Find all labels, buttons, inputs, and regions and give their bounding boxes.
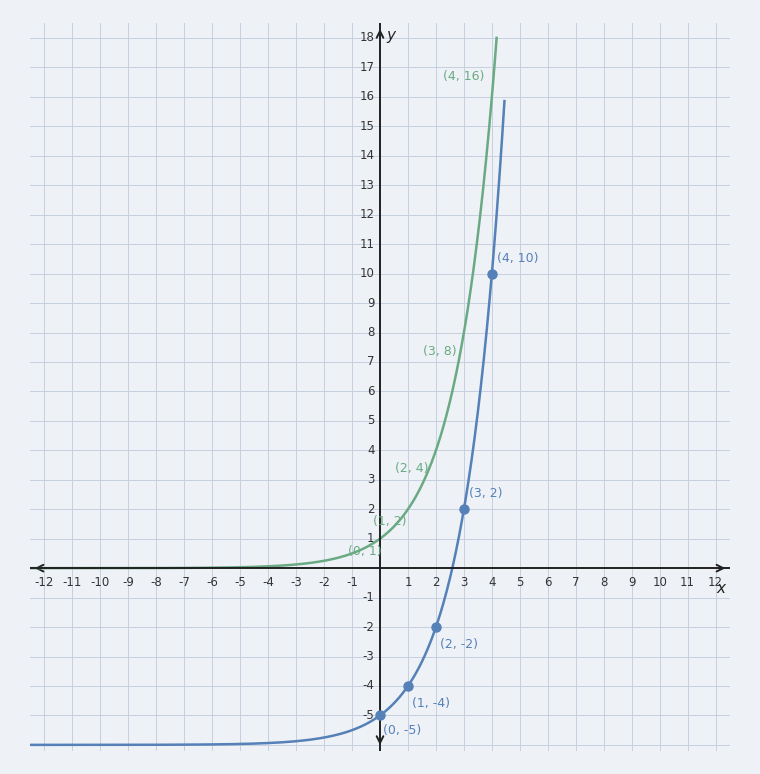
Text: 12: 12 [359,208,375,221]
Text: 2: 2 [432,576,440,588]
Text: 11: 11 [359,238,375,251]
Text: -6: -6 [206,576,218,588]
Text: -7: -7 [179,576,190,588]
Text: 7: 7 [572,576,580,588]
Text: 5: 5 [367,414,375,427]
Text: 1: 1 [404,576,412,588]
Text: -2: -2 [363,621,375,634]
Text: 4: 4 [488,576,496,588]
Text: 9: 9 [628,576,635,588]
Text: 13: 13 [359,179,375,192]
Text: (0, -5): (0, -5) [383,724,422,737]
Text: (3, 2): (3, 2) [469,488,502,501]
Text: (2, 4): (2, 4) [395,461,429,474]
Text: 10: 10 [359,267,375,280]
Text: 15: 15 [359,120,375,133]
Text: 12: 12 [708,576,723,588]
Text: -3: -3 [363,650,375,663]
Text: 9: 9 [367,296,375,310]
Text: 10: 10 [652,576,667,588]
Text: -4: -4 [262,576,274,588]
Text: -11: -11 [62,576,82,588]
Text: -2: -2 [318,576,330,588]
Text: -1: -1 [363,591,375,604]
Text: -9: -9 [122,576,135,588]
Text: 17: 17 [359,61,375,74]
Text: 8: 8 [367,326,375,339]
Text: 1: 1 [367,533,375,545]
Text: 5: 5 [516,576,524,588]
Text: -1: -1 [346,576,358,588]
Text: 6: 6 [544,576,552,588]
Text: 4: 4 [367,444,375,457]
Text: 18: 18 [359,32,375,44]
Text: -12: -12 [35,576,54,588]
Text: (4, 16): (4, 16) [443,70,485,83]
Text: (2, -2): (2, -2) [440,639,478,651]
Text: 3: 3 [461,576,467,588]
Text: 8: 8 [600,576,607,588]
Text: -8: -8 [150,576,162,588]
Text: (1, -4): (1, -4) [412,697,450,711]
Text: (4, 10): (4, 10) [497,252,538,265]
Text: -4: -4 [363,680,375,693]
Text: (1, 2): (1, 2) [373,515,407,528]
Text: 6: 6 [367,385,375,398]
Text: y: y [386,28,395,43]
Text: -10: -10 [90,576,110,588]
Text: x: x [717,581,725,597]
Text: 2: 2 [367,503,375,515]
Text: -3: -3 [290,576,302,588]
Text: 14: 14 [359,149,375,163]
Text: (0, 1): (0, 1) [348,546,382,559]
Text: 11: 11 [680,576,695,588]
Text: 3: 3 [367,473,375,486]
Text: 7: 7 [367,355,375,368]
Text: -5: -5 [363,709,375,722]
Text: (3, 8): (3, 8) [423,345,457,358]
Text: -5: -5 [234,576,246,588]
Text: 16: 16 [359,91,375,104]
